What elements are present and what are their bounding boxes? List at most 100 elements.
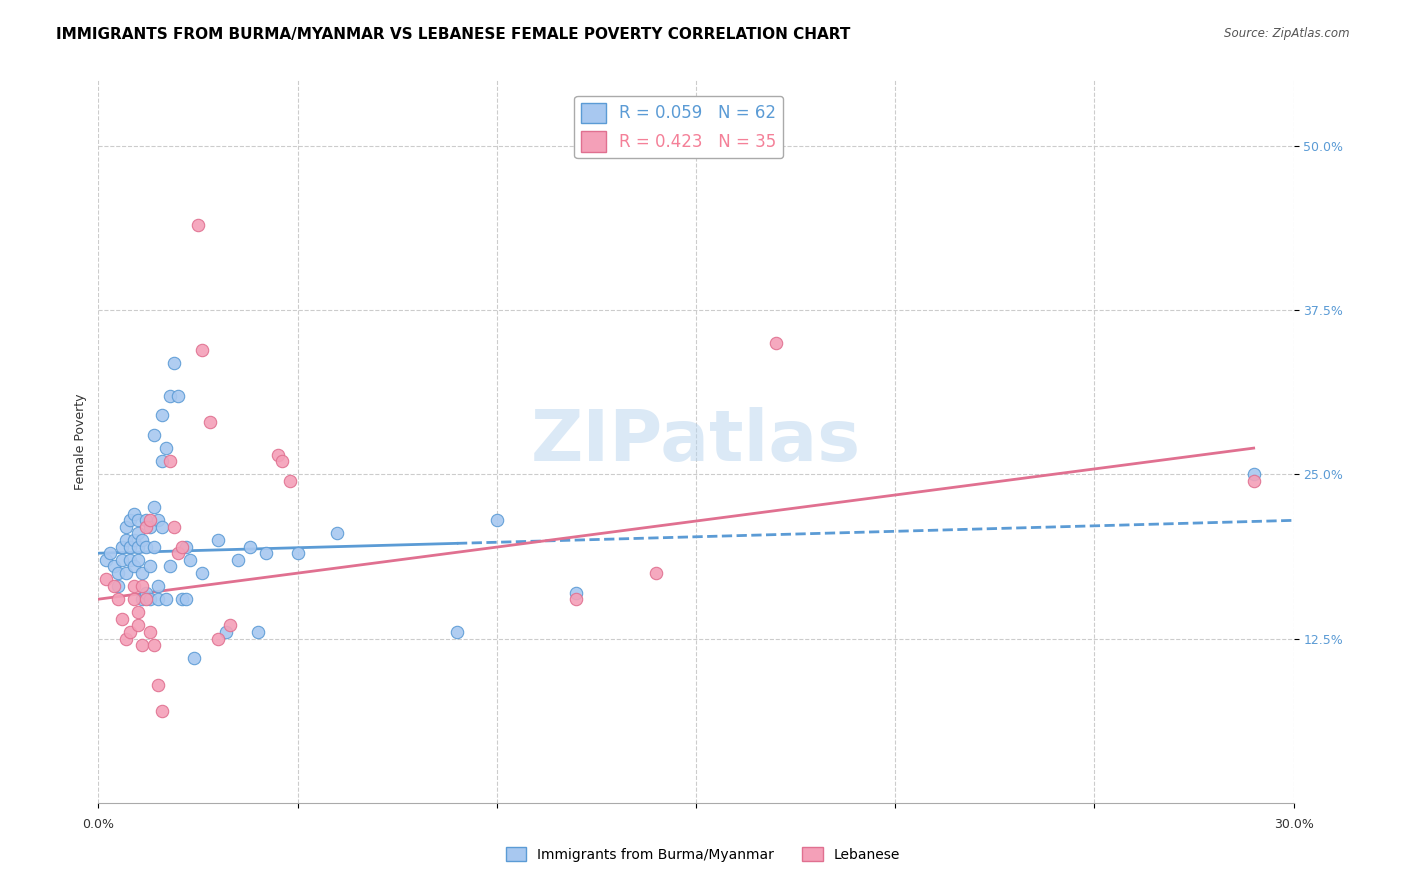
Point [174, 592, 197, 607]
Point [155, 441, 177, 455]
Text: IMMIGRANTS FROM BURMA/MYANMAR VS LEBANESE FEMALE POVERTY CORRELATION CHART: IMMIGRANTS FROM BURMA/MYANMAR VS LEBANES… [56, 27, 851, 42]
Point [124, 533, 146, 547]
Point [148, 513, 170, 527]
Point [172, 592, 194, 607]
Point [565, 592, 588, 607]
Point [135, 585, 157, 599]
Point [183, 651, 205, 665]
Point [167, 546, 190, 560]
Text: 30.0%: 30.0% [1274, 818, 1313, 830]
Point [135, 513, 157, 527]
Point [765, 336, 787, 351]
Point [148, 592, 170, 607]
Point [143, 638, 166, 652]
Point [96, 573, 118, 587]
Point [565, 585, 588, 599]
Point [155, 592, 177, 607]
Point [127, 618, 149, 632]
Point [111, 553, 134, 567]
Point [645, 566, 668, 580]
Point [159, 454, 181, 468]
Point [246, 625, 269, 640]
Point [139, 559, 162, 574]
Point [120, 625, 142, 640]
Point [485, 513, 508, 527]
Point [267, 448, 290, 462]
Point [131, 533, 153, 547]
Point [127, 605, 149, 619]
Point [124, 592, 146, 607]
Point [198, 415, 221, 429]
Point [103, 559, 125, 574]
Point [107, 579, 129, 593]
Point [270, 454, 292, 468]
Point [191, 343, 214, 357]
Point [115, 520, 138, 534]
Point [143, 540, 166, 554]
Point [179, 553, 201, 567]
Point [103, 579, 125, 593]
Point [115, 566, 138, 580]
Point [207, 533, 229, 547]
Point [135, 592, 157, 607]
Point [131, 579, 153, 593]
Legend: Immigrants from Burma/Myanmar, Lebanese: Immigrants from Burma/Myanmar, Lebanese [501, 841, 905, 867]
Legend: R = 0.059   N = 62, R = 0.423   N = 35: R = 0.059 N = 62, R = 0.423 N = 35 [574, 95, 783, 158]
Point [127, 513, 149, 527]
Point [326, 526, 349, 541]
Point [98, 546, 122, 560]
Point [215, 625, 238, 640]
Y-axis label: Female Poverty: Female Poverty [75, 393, 87, 490]
Text: 0.0%: 0.0% [83, 818, 114, 830]
Point [446, 625, 468, 640]
Point [150, 454, 173, 468]
Point [124, 559, 146, 574]
Point [143, 500, 166, 515]
Point [148, 579, 170, 593]
Point [127, 540, 149, 554]
Point [139, 625, 162, 640]
Point [278, 474, 301, 488]
Point [159, 559, 181, 574]
Point [159, 388, 181, 402]
Point [96, 553, 118, 567]
Point [150, 704, 173, 718]
Point [111, 540, 134, 554]
Point [124, 579, 146, 593]
Point [131, 638, 153, 652]
Point [127, 526, 149, 541]
Point [172, 540, 194, 554]
Point [107, 592, 129, 607]
Point [148, 677, 170, 691]
Point [135, 520, 157, 534]
Point [135, 540, 157, 554]
Point [167, 388, 190, 402]
Point [163, 356, 186, 370]
Point [174, 540, 197, 554]
Point [143, 428, 166, 442]
Point [1243, 467, 1265, 482]
Point [239, 540, 262, 554]
Point [163, 520, 186, 534]
Point [150, 520, 173, 534]
Point [115, 632, 138, 646]
Point [219, 618, 242, 632]
Point [150, 409, 173, 423]
Point [139, 592, 162, 607]
Point [139, 520, 162, 534]
Point [115, 533, 138, 547]
Point [127, 553, 149, 567]
Text: ZIPatlas: ZIPatlas [531, 407, 860, 476]
Point [207, 632, 229, 646]
Point [187, 218, 209, 232]
Point [191, 566, 214, 580]
Text: Source: ZipAtlas.com: Source: ZipAtlas.com [1225, 27, 1350, 40]
Point [111, 612, 134, 626]
Point [107, 566, 129, 580]
Point [124, 507, 146, 521]
Point [226, 553, 249, 567]
Point [120, 513, 142, 527]
Point [131, 592, 153, 607]
Point [131, 566, 153, 580]
Point [120, 553, 142, 567]
